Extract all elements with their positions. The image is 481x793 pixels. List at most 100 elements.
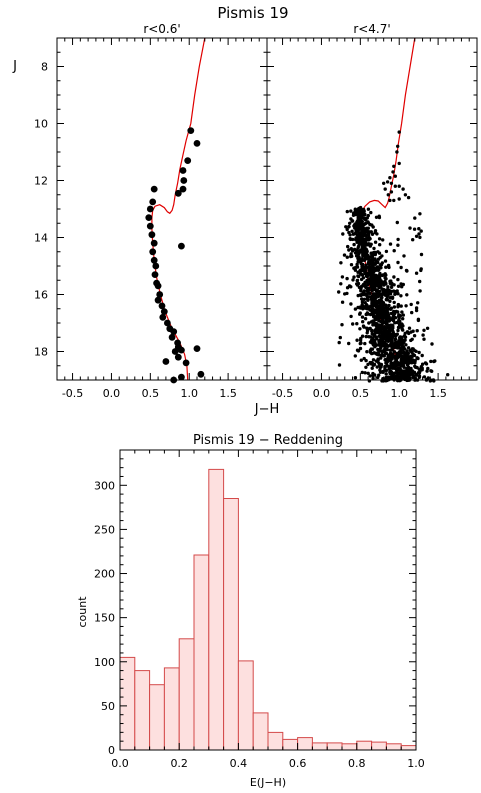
star-point <box>356 270 360 274</box>
star-point <box>359 341 363 345</box>
star-point <box>360 315 365 319</box>
x-tick-label: 1.5 <box>429 387 447 400</box>
x-tick-label: -0.5 <box>62 387 83 400</box>
star-point <box>378 328 382 332</box>
star-point <box>408 226 412 230</box>
star-point <box>381 327 386 331</box>
star-point <box>182 359 190 367</box>
star-point <box>368 237 372 241</box>
star-point <box>384 361 389 366</box>
histogram-bar <box>119 656 136 751</box>
star-point <box>385 337 389 341</box>
star-point <box>349 302 353 306</box>
star-point <box>356 274 360 278</box>
star-point <box>366 371 370 375</box>
star-point <box>411 347 415 351</box>
star-point <box>390 281 394 286</box>
histogram-bar <box>149 684 165 751</box>
star-point <box>357 215 361 219</box>
star-point <box>379 356 383 360</box>
star-point <box>377 373 381 377</box>
star-point <box>351 278 355 282</box>
star-point <box>352 275 356 279</box>
star-point <box>370 304 375 308</box>
star-point <box>405 293 409 297</box>
star-point <box>362 237 367 241</box>
star-point <box>154 296 162 304</box>
star-point <box>395 220 399 225</box>
star-point <box>168 333 176 341</box>
star-point <box>363 371 367 375</box>
star-point <box>406 195 411 200</box>
star-point <box>392 275 396 279</box>
star-point <box>417 350 421 355</box>
reddening-histogram-panel: Pismis 19 − Reddening 0.0 0.2 0.4 0.6 0.8 1.0… <box>76 433 425 789</box>
star-point <box>376 358 380 362</box>
star-point <box>393 184 397 188</box>
star-point <box>377 285 381 290</box>
star-point <box>400 351 405 355</box>
y-tick-label: 50 <box>101 700 115 713</box>
x-tick-label: 0.0 <box>111 757 129 770</box>
star-point <box>370 341 374 345</box>
star-point <box>376 329 380 334</box>
star-point <box>415 356 419 360</box>
star-point <box>368 374 372 378</box>
star-point <box>425 369 429 373</box>
cmd-outer-axes: -0.5 0.0 0.5 1.0 1.5 <box>266 37 478 400</box>
star-point <box>380 273 384 278</box>
histogram-axes: 0.0 0.2 0.4 0.6 0.8 1.0 0 50 100 150 200 250 300 <box>94 449 425 770</box>
histogram-title: Pismis 19 − Reddening <box>193 433 343 448</box>
star-point <box>367 256 371 260</box>
star-point <box>348 221 352 225</box>
star-point <box>391 375 396 379</box>
cmd-inner-frame <box>56 37 268 381</box>
star-point <box>384 306 389 311</box>
cmd-outer-points <box>337 130 450 383</box>
star-point <box>397 325 401 329</box>
star-point <box>358 327 362 331</box>
star-point <box>403 193 408 197</box>
star-point <box>389 311 394 316</box>
star-point <box>361 305 366 309</box>
star-point <box>401 187 405 191</box>
star-point <box>363 317 368 321</box>
star-point <box>184 157 192 165</box>
star-point <box>367 273 372 277</box>
star-point <box>396 366 401 370</box>
star-point <box>375 352 379 356</box>
star-point <box>396 284 401 288</box>
star-point <box>376 250 380 254</box>
star-point <box>398 319 402 323</box>
star-point <box>339 282 343 286</box>
star-point <box>430 342 434 346</box>
star-point <box>364 334 368 339</box>
star-point <box>355 322 359 326</box>
star-point <box>372 294 376 299</box>
star-point <box>364 218 368 222</box>
star-point <box>355 283 360 287</box>
star-point <box>353 376 358 380</box>
star-point <box>360 297 364 301</box>
star-point <box>367 268 371 272</box>
star-point <box>373 317 377 321</box>
star-point <box>359 358 363 362</box>
star-point <box>386 311 390 315</box>
x-tick-label: 0.0 <box>313 387 331 400</box>
star-point <box>365 331 369 335</box>
x-tick-label: 0.8 <box>348 757 366 770</box>
star-point <box>383 366 387 370</box>
star-point <box>382 308 386 312</box>
star-point <box>372 246 376 251</box>
x-tick-label: 1.0 <box>180 387 198 400</box>
star-point <box>405 356 410 360</box>
star-point <box>397 161 401 166</box>
star-point <box>410 360 415 364</box>
star-point <box>411 329 415 333</box>
star-point <box>357 239 362 244</box>
star-point <box>415 329 419 333</box>
star-point <box>367 295 371 299</box>
y-tick-label: 200 <box>94 568 115 581</box>
star-point <box>366 362 370 367</box>
star-point <box>164 319 171 327</box>
